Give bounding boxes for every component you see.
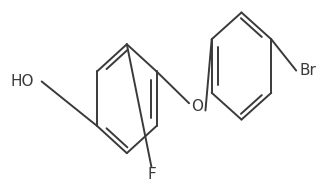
- Text: F: F: [147, 167, 156, 181]
- Text: Br: Br: [299, 63, 316, 78]
- Text: HO: HO: [10, 74, 34, 89]
- Text: O: O: [191, 99, 203, 114]
